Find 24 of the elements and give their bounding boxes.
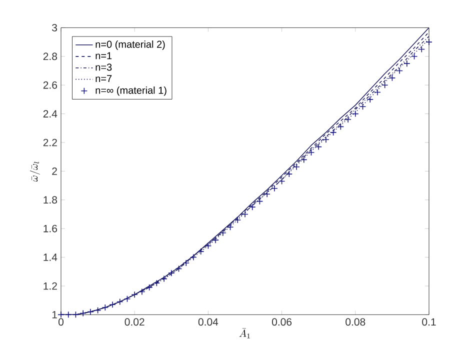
legend-label: n=∞ (material 1) [96,86,166,96]
x-axis-title: $\bar{A}_1$ [239,328,250,338]
x-tick-label: 0.02 [124,318,144,326]
y-tick-label: 1.8 [44,196,58,204]
y-tick-label: 2.2 [43,138,57,146]
x-tick-label: 0 [58,318,64,326]
y-tick-label: 2.6 [43,81,58,89]
x-tick-label: 0.1 [422,318,436,326]
y-tick-label: 1 [52,311,57,318]
y-tick-label: 1.6 [44,224,58,232]
y-axis-title: $\bar{\omega}/\bar{\omega}_l$ [30,162,40,182]
y-tick-label: 1.4 [44,254,58,261]
x-tick-label: 0.08 [346,318,366,326]
y-tick-label: 1.2 [44,282,57,290]
x-tick-label: 0.06 [272,318,292,326]
x-tick-label: 0.04 [198,318,218,326]
legend-label: n=7 [96,75,112,82]
legend-label: n=0 (material 2) [96,40,165,50]
legend-label: n=1 [96,52,112,60]
y-tick-label: 3 [52,24,58,32]
y-tick-label: 2.4 [43,110,58,118]
legend-label: n=3 [96,64,112,71]
y-tick-label: 2.8 [43,52,58,60]
y-tick-label: 2 [52,168,57,175]
